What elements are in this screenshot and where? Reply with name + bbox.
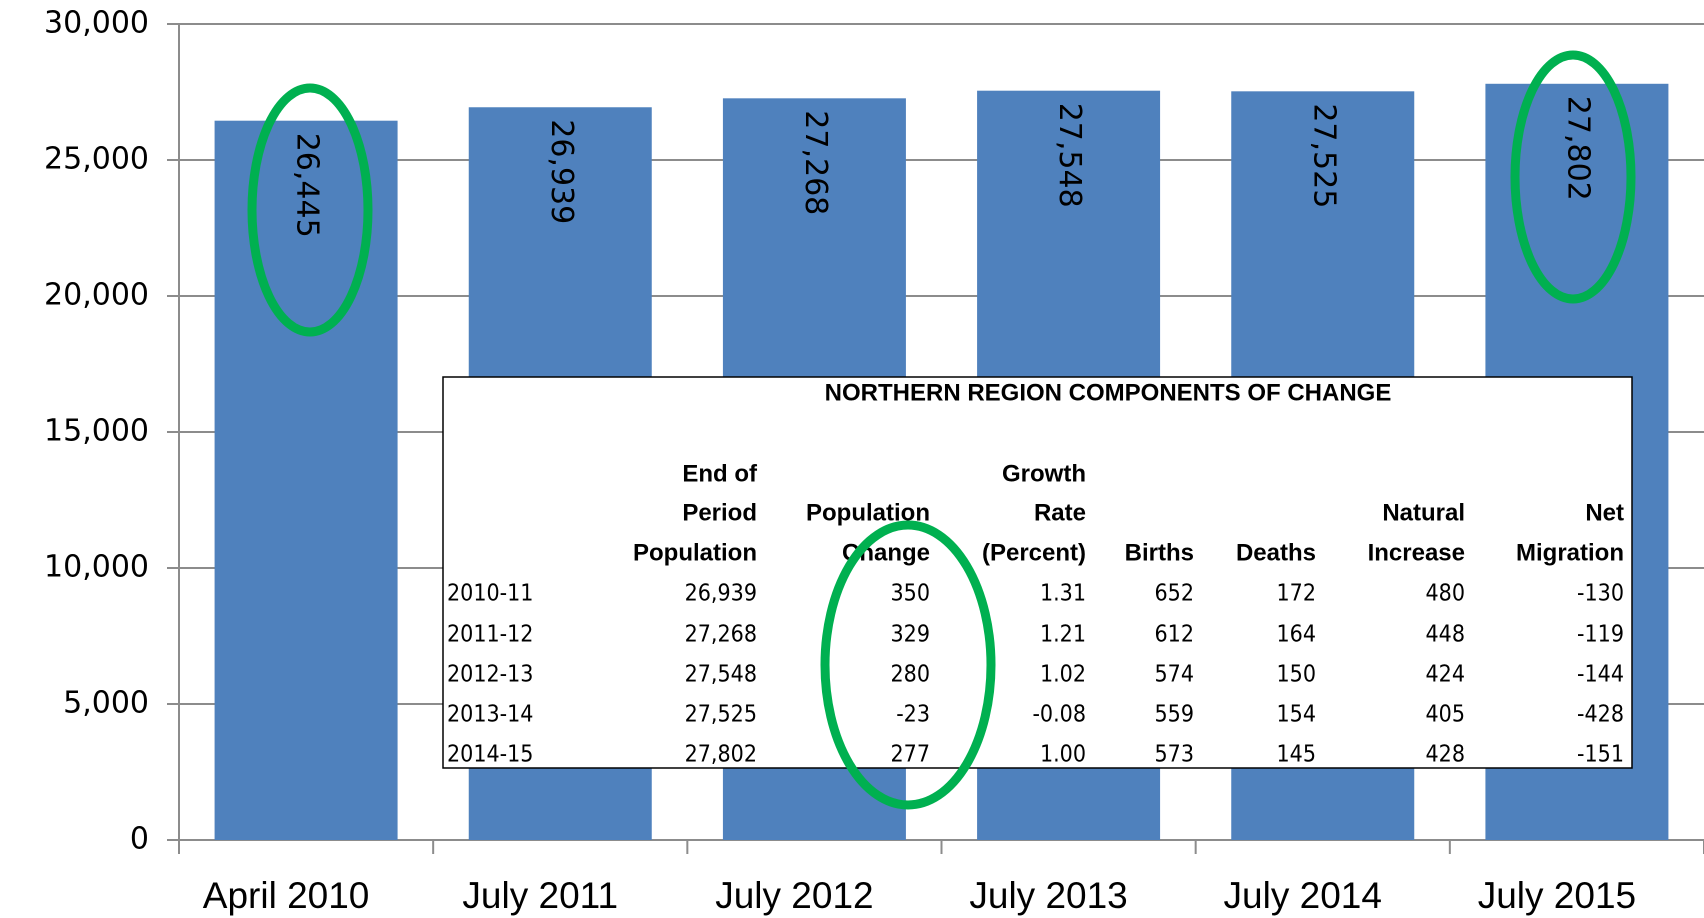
table-row-label: 2011-12 — [447, 622, 533, 648]
table-cell: 405 — [1426, 702, 1466, 728]
table-cell: 652 — [1155, 581, 1195, 607]
table-cell: 280 — [891, 662, 931, 688]
table-header: Births — [1125, 539, 1194, 566]
table-cell: 154 — [1277, 702, 1317, 728]
table-cell: -144 — [1577, 662, 1624, 688]
table-cell: -0.08 — [1032, 702, 1086, 728]
y-tick-label: 5,000 — [63, 686, 149, 721]
data-label: 27,548 — [1052, 103, 1087, 208]
table-cell: 573 — [1155, 742, 1195, 768]
table-header: Net — [1585, 499, 1624, 526]
table-header: Period — [682, 499, 757, 526]
table-cell: 350 — [891, 581, 931, 607]
table-cell: 559 — [1155, 702, 1195, 728]
y-tick-label: 0 — [130, 822, 149, 857]
table-cell: 574 — [1155, 662, 1195, 688]
table-cell: 612 — [1155, 622, 1195, 648]
x-tick-label: July 2012 — [715, 875, 873, 916]
table-cell: 26,939 — [685, 581, 757, 607]
table-cell: -428 — [1577, 702, 1624, 728]
table-cell: 428 — [1426, 742, 1466, 768]
table-cell: 27,268 — [685, 622, 757, 648]
x-tick-label: July 2014 — [1224, 875, 1382, 916]
table-cell: 1.00 — [1040, 742, 1086, 768]
table-header: (Percent) — [982, 539, 1086, 566]
y-tick-label: 30,000 — [44, 6, 149, 41]
table-cell: 27,525 — [685, 702, 757, 728]
y-tick-label: 20,000 — [44, 278, 149, 313]
table-cell: 480 — [1426, 581, 1466, 607]
table-cell: 27,802 — [685, 742, 757, 768]
highlight-ellipse — [820, 520, 996, 810]
table-cell: 424 — [1426, 662, 1466, 688]
table-cell: 1.21 — [1040, 622, 1086, 648]
y-tick-label: 10,000 — [44, 550, 149, 585]
table-cell: 1.31 — [1040, 581, 1086, 607]
table-cell: 150 — [1277, 662, 1317, 688]
table-cell: 329 — [891, 622, 931, 648]
table-header: End of — [682, 460, 758, 487]
table-header: Growth — [1002, 460, 1086, 487]
table-cell: -130 — [1577, 581, 1624, 607]
table-row-label: 2013-14 — [447, 702, 533, 728]
table-row-label: 2014-15 — [447, 742, 533, 768]
x-tick-label: July 2011 — [462, 875, 618, 916]
table-header: Deaths — [1236, 539, 1316, 566]
y-tick-label: 15,000 — [44, 414, 149, 449]
inset-table: NORTHERN REGION COMPONENTS OF CHANGE End … — [442, 376, 1633, 769]
table-header: Rate — [1034, 499, 1086, 526]
data-label: 27,525 — [1306, 103, 1341, 208]
x-tick-label: July 2013 — [969, 875, 1127, 916]
table-cell: 145 — [1277, 742, 1317, 768]
table-header: Migration — [1516, 539, 1624, 566]
table-cell: 164 — [1277, 622, 1317, 648]
x-tick-label: April 2010 — [203, 875, 370, 916]
table-cell: 27,548 — [685, 662, 757, 688]
table-cell: 172 — [1277, 581, 1317, 607]
table-header: Population — [633, 539, 757, 566]
table-row-label: 2010-11 — [447, 581, 533, 607]
highlight-ellipse — [247, 83, 373, 337]
table-header: Natural — [1382, 499, 1465, 526]
data-label: 26,939 — [544, 119, 579, 224]
table-row-label: 2012-13 — [447, 662, 533, 688]
highlight-ellipse — [1510, 50, 1636, 304]
table-cell: -23 — [896, 702, 930, 728]
table-cell: 277 — [891, 742, 931, 768]
y-tick-label: 25,000 — [44, 142, 149, 177]
table-cell: -119 — [1577, 622, 1624, 648]
table-title: NORTHERN REGION COMPONENTS OF CHANGE — [825, 379, 1392, 406]
table-cell: -151 — [1577, 742, 1624, 768]
table-box — [442, 376, 1633, 769]
x-tick-label: July 2015 — [1478, 875, 1636, 916]
data-label: 27,268 — [798, 110, 833, 215]
table-cell: 448 — [1426, 622, 1466, 648]
table-cell: 1.02 — [1040, 662, 1086, 688]
data-label: 27,802 — [1560, 96, 1595, 201]
table-header: Increase — [1368, 539, 1465, 566]
data-label: 26,445 — [290, 133, 325, 238]
